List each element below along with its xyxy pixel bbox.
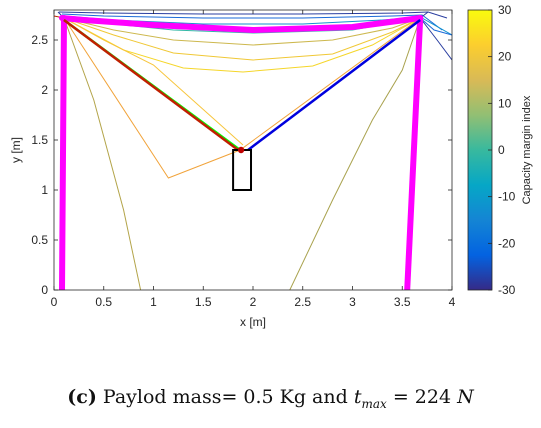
y-tick-label-1: 0.5	[31, 233, 48, 247]
axes-box	[53, 9, 453, 291]
colorbar-tick-label-5: -20	[498, 236, 516, 250]
caption-unit: N	[457, 386, 474, 408]
y-tick-label-0: 0	[41, 283, 48, 297]
x-tick-label-2: 1	[150, 295, 157, 309]
x-tick-label-7: 3.5	[394, 295, 411, 309]
x-tick-label-4: 2	[250, 295, 257, 309]
robot-cable-2	[247, 19, 421, 151]
colorbar-tick-label-1: 20	[498, 50, 512, 64]
plot-clip-group	[54, 11, 452, 290]
sagging-curve-8	[63, 17, 244, 146]
structure-right-column	[404, 15, 424, 290]
x-tick-label-1: 0.5	[95, 295, 112, 309]
sagging-curve-11	[419, 17, 452, 61]
y-tick-label-4: 2	[41, 83, 48, 97]
caption-equals: = 224	[386, 386, 458, 408]
end-effector-body	[232, 149, 253, 191]
caption-t-symbol: t	[353, 386, 362, 408]
x-tick-label-5: 2.5	[294, 295, 311, 309]
caption-text: Paylod mass= 0.5 Kg and	[96, 386, 354, 408]
end-effector-point	[237, 146, 245, 154]
structure-left-column	[59, 15, 67, 290]
sagging-curve-10	[289, 17, 421, 290]
sagging-curve-7	[63, 17, 421, 179]
caption-label: (c)	[67, 386, 97, 408]
colorbar-tick-label-0: 30	[498, 3, 512, 17]
caption-t-subscript: max	[361, 396, 387, 411]
x-tick-label-0: 0	[51, 295, 58, 309]
structure-top-cable	[59, 15, 424, 33]
sagging-curve-12	[419, 17, 452, 36]
x-tick-label-6: 3	[349, 295, 356, 309]
y-tick-label-2: 1	[41, 183, 48, 197]
axes: 0 0.5 1 1.5 2 2.5 3 3.5 4 0 0.5 1 1.5 2 2.5 x [m] y [m]	[9, 9, 456, 329]
y-axis-label: y [m]	[9, 137, 23, 163]
robot-cable-1	[63, 18, 239, 152]
colorbar-tick-label-3: 0	[498, 143, 505, 157]
sagging-curve-9	[63, 17, 142, 290]
x-tick-label-3: 1.5	[195, 295, 212, 309]
y-tick-label-5: 2.5	[31, 33, 48, 47]
colorbar-tick-label-2: 10	[498, 96, 512, 110]
plot-area	[54, 11, 452, 290]
y-tick-label-3: 1.5	[31, 133, 48, 147]
sagging-curve-1	[61, 13, 443, 31]
x-tick-label-8: 4	[449, 295, 456, 309]
x-axis-label: x [m]	[240, 315, 266, 329]
sagging-curve-4	[63, 17, 421, 46]
sagging-curve-5	[63, 17, 421, 61]
colorbar-label: Capacity margin index	[521, 95, 533, 204]
figure-caption: (c) Paylod mass= 0.5 Kg and tmax = 224 N	[0, 386, 541, 411]
colorbar-tick-label-6: -30	[498, 283, 516, 297]
colorbar-tick-label-4: -10	[498, 190, 516, 204]
colorbar: 30 20 10 0 -10 -20 -30 Capacity margin index	[467, 3, 533, 297]
